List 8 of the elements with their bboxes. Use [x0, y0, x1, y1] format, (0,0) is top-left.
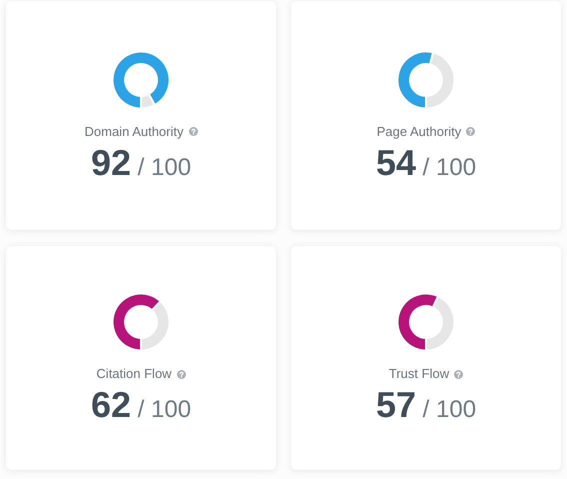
data-label: 54 / 100: [376, 142, 476, 182]
text: Domain Authority: [84, 124, 184, 140]
data-label: 57 / 100: [376, 384, 476, 425]
text: Trust Flow: [388, 366, 450, 382]
data-label: 92 / 100: [90, 142, 192, 182]
data-label: 62 / 100: [90, 384, 192, 425]
text: Page Authority: [376, 124, 462, 140]
text: Citation Flow: [96, 366, 172, 382]
